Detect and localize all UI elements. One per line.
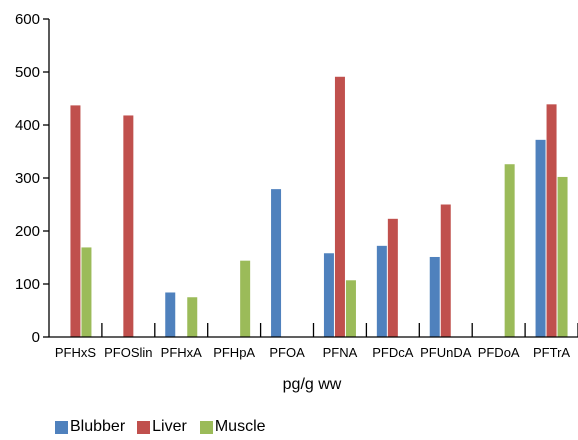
bar-muscle-pfhxa: [187, 297, 198, 337]
x-category-label: PFOSlin: [104, 345, 152, 360]
y-tick-label: 0: [32, 329, 40, 346]
bar-muscle-pfhxs: [81, 247, 92, 337]
y-tick-label: 600: [15, 11, 40, 28]
x-category-label: PFHxS: [55, 345, 97, 360]
x-category-label: PFNA: [323, 345, 358, 360]
bar-blubber-pfdca: [376, 245, 387, 337]
x-category-label: PFHxA: [161, 345, 203, 360]
y-tick-label: 400: [15, 117, 40, 134]
bar-blubber-pftra: [535, 139, 546, 337]
bar-blubber-pfhxa: [165, 292, 176, 337]
legend-swatch: [137, 420, 151, 434]
bar-liver-pfoslin: [123, 115, 134, 338]
y-tick-label: 100: [15, 276, 40, 293]
legend-item-blubber: Blubber: [55, 418, 125, 436]
bar-muscle-pfdoa: [504, 164, 515, 337]
legend-label: Blubber: [70, 418, 126, 435]
bar-blubber-pfoa: [271, 189, 282, 337]
bar-liver-pfdca: [387, 218, 398, 337]
bar-muscle-pfhpa: [240, 260, 251, 337]
legend-label: Liver: [152, 418, 187, 435]
legend-label: Muscle: [214, 418, 266, 435]
x-category-label: PFDcA: [372, 345, 414, 360]
legend-swatch: [55, 420, 68, 434]
bars-layer: [70, 76, 568, 338]
x-category-label: PFDoA: [478, 345, 520, 360]
bar-liver-pftra: [546, 104, 557, 337]
bar-blubber-pfunda: [429, 256, 440, 337]
bar-liver-pfhxs: [70, 105, 81, 337]
x-category-label: PFOA: [269, 345, 305, 360]
axes-layer: 0 100 200 300 400 500 600 PFHxS PFOSlin PFHxA PFHp…: [15, 11, 578, 360]
y-tick-label: 200: [15, 223, 40, 240]
bar-liver-pfna: [334, 76, 345, 338]
bar-blubber-pfna: [323, 253, 334, 337]
legend: Blubber Liver Muscle: [55, 418, 266, 436]
x-category-label: PFTrA: [533, 345, 570, 360]
bar-muscle-pftra: [557, 176, 568, 337]
x-category-label: PFHpA: [213, 345, 255, 360]
legend-item-muscle: Muscle: [199, 418, 266, 436]
x-category-label: PFUnDA: [420, 345, 472, 360]
bar-liver-pfunda: [440, 204, 451, 337]
legend-swatch: [199, 420, 213, 434]
y-tick-label: 300: [15, 170, 40, 187]
bar-muscle-pfna: [345, 280, 356, 337]
y-tick-label: 500: [15, 64, 40, 81]
x-axis-title: pg/g ww: [283, 376, 342, 393]
legend-item-liver: Liver: [137, 418, 187, 436]
